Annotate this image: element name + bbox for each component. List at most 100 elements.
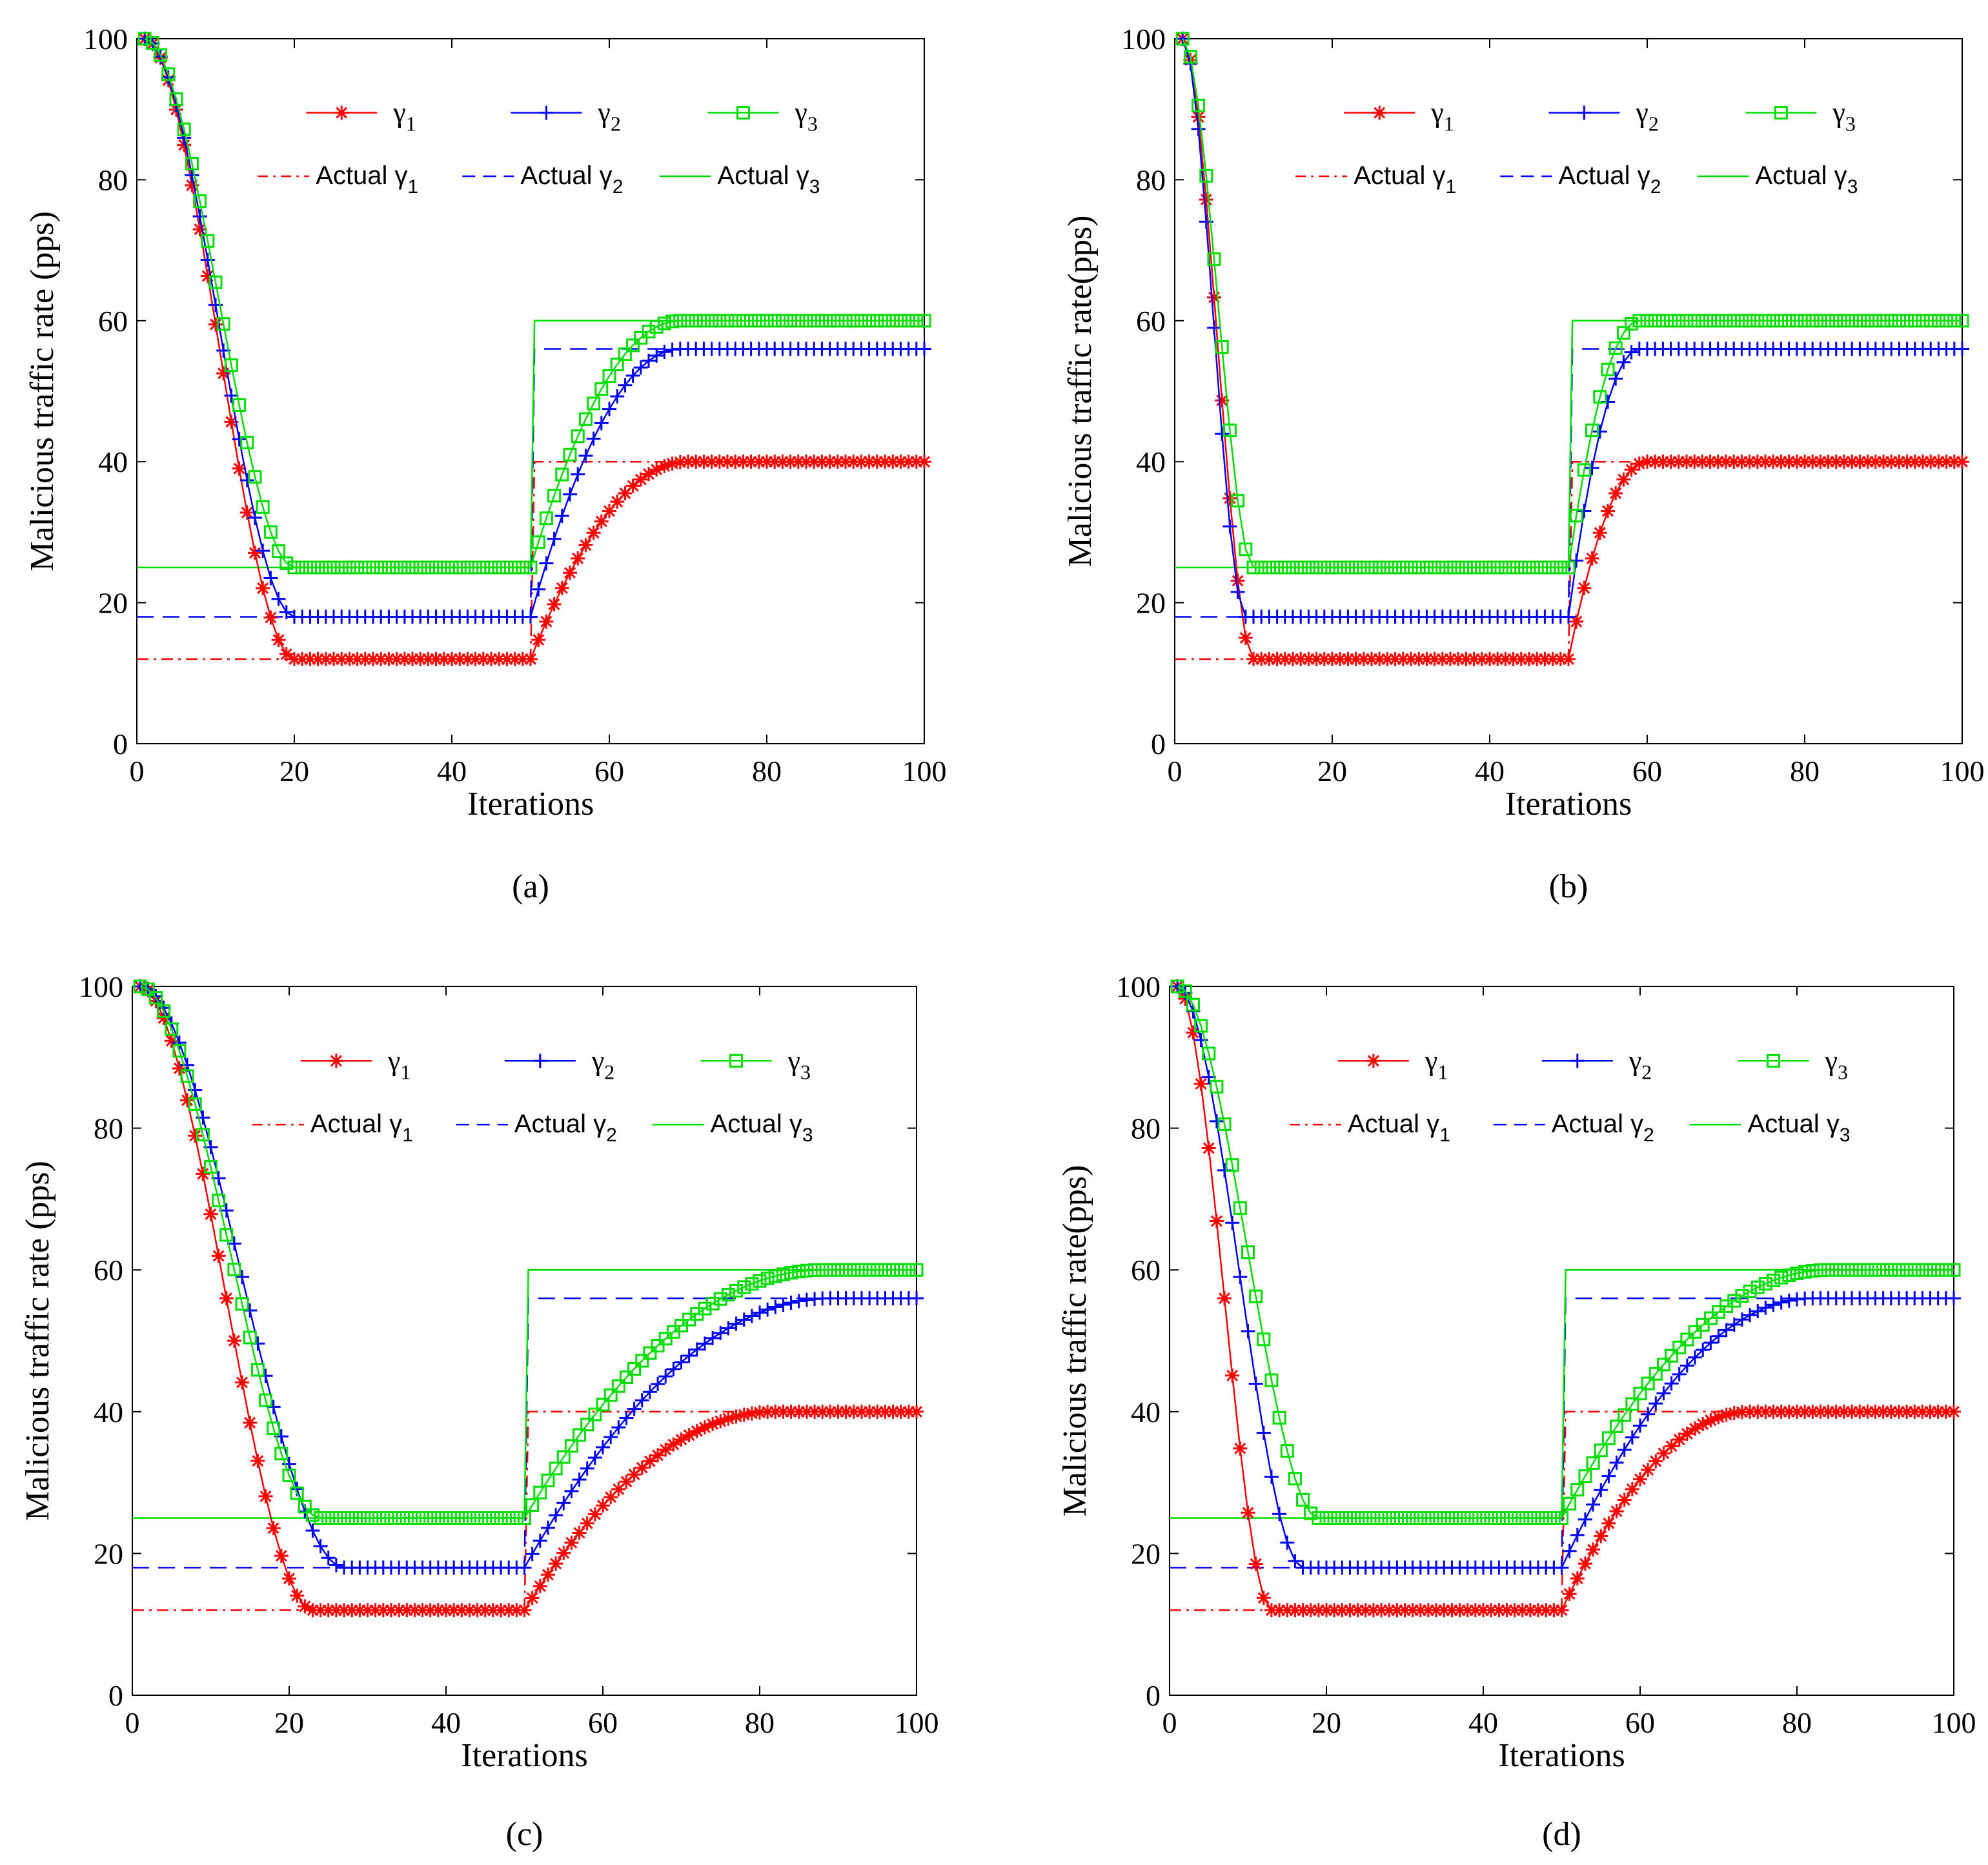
series-3-point-76 xyxy=(721,1288,735,1302)
series-1-point-53 xyxy=(547,597,562,612)
series-1-point-55 xyxy=(1601,504,1615,518)
series-3-point-34 xyxy=(398,560,412,575)
series-3-point-54 xyxy=(549,1462,563,1476)
series-3-point-43 xyxy=(1506,560,1521,575)
series-2-point-69 xyxy=(1703,1335,1718,1350)
x-tick-label: 80 xyxy=(745,1706,775,1739)
x-tick-label: 60 xyxy=(1632,755,1662,788)
series-3-point-86 xyxy=(1837,1263,1851,1277)
series-2-point-75 xyxy=(1750,1304,1765,1319)
series-3-point-52 xyxy=(539,511,553,525)
series-3-point-82 xyxy=(1805,1264,1820,1278)
series-3-point-88 xyxy=(815,1263,829,1277)
series-3-point-97 xyxy=(893,314,908,328)
series-2-point-52 xyxy=(1577,504,1592,518)
series-3-point-99 xyxy=(909,314,924,328)
series-1-point-8 xyxy=(188,1128,203,1143)
legend-series-2-point-legend xyxy=(532,1054,547,1068)
series-3-point-49 xyxy=(516,560,530,575)
series-3-point-13 xyxy=(232,398,247,412)
series-3-point-41 xyxy=(447,1511,461,1525)
x-tick-label: 20 xyxy=(279,755,309,788)
series-1-point-64 xyxy=(633,472,648,487)
series-3-point-1 xyxy=(137,32,152,46)
series-1-point-72-d xyxy=(1728,1407,1740,1419)
x-tick-label: 60 xyxy=(594,755,624,788)
series-1-point-4-d xyxy=(1200,194,1212,206)
series-3-point-35 xyxy=(400,1511,414,1525)
series-3-point-81 xyxy=(760,1271,775,1285)
series-2-point-50 xyxy=(1554,1560,1569,1575)
x-tick-label: 0 xyxy=(125,1706,140,1739)
series-3-point-9 xyxy=(201,234,215,248)
series-1-point-50-d xyxy=(525,653,536,665)
x-tick-label: 80 xyxy=(1782,1706,1812,1739)
series-1-point-67-d xyxy=(1689,1422,1701,1434)
series-3-point-56 xyxy=(1608,341,1623,355)
series-1-point-51 xyxy=(525,1591,540,1605)
series-2-point-6 xyxy=(1215,427,1230,442)
series-3-point-25 xyxy=(327,560,341,575)
series-markers-1 xyxy=(133,979,924,1618)
series-3-point-25 xyxy=(321,1511,336,1525)
series-3-point-38 xyxy=(1467,560,1481,575)
series-3-point-9 xyxy=(1239,542,1253,556)
series-3-point-66 xyxy=(1680,1332,1694,1347)
series-3-point-8 xyxy=(1225,1158,1239,1172)
series-3-point-4 xyxy=(161,67,176,81)
series-1-point-13-d xyxy=(228,1334,240,1347)
series-1-point-65-d xyxy=(643,468,654,480)
series-3-point-65 xyxy=(642,325,656,339)
series-3-point-1 xyxy=(1170,979,1184,994)
panel-caption: (a) xyxy=(512,868,549,905)
series-3-point-74 xyxy=(1750,314,1765,328)
series-3-point-87 xyxy=(1845,1263,1859,1277)
series-3-point-98 xyxy=(1940,314,1954,328)
series-3-point-6 xyxy=(172,1044,187,1058)
series-1-point-6-d xyxy=(1210,1215,1222,1227)
panel-b: 0 20 40 60 80 100 0 20 40 60 80 100 Iterations Malici… xyxy=(1062,23,1985,905)
legend-subscript: 2 xyxy=(604,1060,614,1083)
series-3-point-90 xyxy=(1876,314,1891,328)
series-1-point-100-d xyxy=(918,456,930,468)
series-3-point-55 xyxy=(1601,362,1615,376)
series-2-point-14 xyxy=(239,473,254,487)
series-1-point-8-d xyxy=(1232,575,1244,587)
series-3-point-38 xyxy=(423,1511,438,1525)
series-1-point-5 xyxy=(1201,1141,1216,1156)
series-1-point-19 xyxy=(279,647,294,662)
series-3-point-83 xyxy=(784,314,798,328)
series-3-point-40 xyxy=(1483,560,1497,575)
panel-a: 0 20 40 60 80 100 0 20 40 60 80 100 Iterations Malici… xyxy=(24,23,947,905)
series-1-point-54 xyxy=(554,580,569,595)
series-3-point-4 xyxy=(1194,1019,1208,1033)
series-3-point-93 xyxy=(1892,1263,1906,1277)
series-1-point-57-d xyxy=(1610,1505,1623,1518)
plot-frame xyxy=(1169,986,1954,1696)
series-1-point-4 xyxy=(1199,192,1213,207)
legend-subscript: 2 xyxy=(611,112,621,136)
series-2-point-52 xyxy=(1570,1527,1585,1542)
series-3-point-45 xyxy=(484,560,498,575)
series-3-point-43 xyxy=(1499,1511,1514,1525)
series-2-point-23 xyxy=(305,1523,320,1538)
series-3-point-48 xyxy=(1546,560,1560,575)
series-1-point-65 xyxy=(1672,1432,1687,1447)
series-3-point-39 xyxy=(1468,1511,1483,1525)
series-3-point-53 xyxy=(1585,423,1599,438)
y-tick-label: 0 xyxy=(1151,728,1166,760)
series-3-point-26 xyxy=(1372,560,1386,575)
series-3-point-67 xyxy=(651,1339,665,1353)
series-3-point-25 xyxy=(1364,560,1379,575)
series-3-point-39 xyxy=(437,560,451,575)
series-1-point-70-d xyxy=(675,1434,687,1446)
series-2-point-66 xyxy=(649,348,664,363)
series-1-point-51-d xyxy=(1570,615,1583,627)
series-2-point-54 xyxy=(1592,424,1607,439)
series-3-point-66 xyxy=(1687,314,1701,328)
series-2-point-69 xyxy=(666,1361,681,1376)
series-1-point-8-d xyxy=(189,1130,201,1142)
series-3-point-99 xyxy=(902,1263,916,1277)
series-3-point-23 xyxy=(1343,1511,1357,1525)
legend-subscript: 1 xyxy=(400,1060,411,1083)
